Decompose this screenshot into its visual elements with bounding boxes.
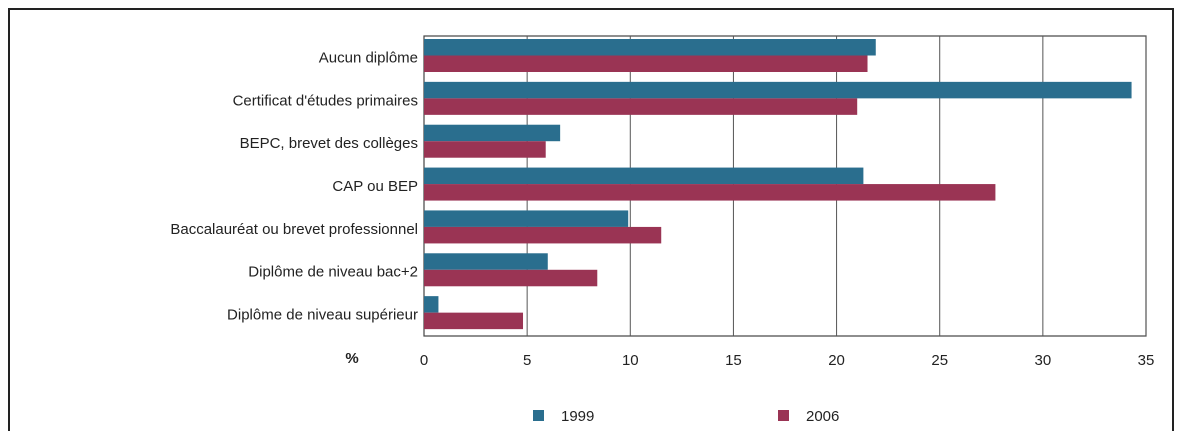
bar-2006-5: [424, 269, 598, 287]
x-tick-label: 10: [622, 352, 639, 369]
bar-2006-1: [424, 98, 858, 115]
category-label: Baccalauréat ou brevet professionnel: [170, 221, 418, 238]
category-label: Diplôme de niveau bac+2: [248, 264, 418, 281]
x-tick-label: 35: [1138, 352, 1155, 369]
bar-1999-4: [424, 210, 629, 227]
bar-1999-2: [424, 124, 561, 142]
bar-2006-0: [424, 55, 868, 72]
bar-2006-4: [424, 226, 662, 244]
bar-1999-0: [424, 39, 876, 56]
legend-label: 2006: [806, 408, 839, 425]
bar-1999-3: [424, 167, 864, 185]
x-tick-label: 15: [725, 352, 742, 369]
x-tick-label: 0: [420, 352, 428, 369]
x-axis-label: %: [345, 350, 358, 367]
chart-frame: [8, 8, 1174, 431]
x-tick-label: 20: [828, 352, 845, 369]
category-label: Certificat d'études primaires: [233, 92, 418, 109]
category-label: BEPC, brevet des collèges: [240, 135, 418, 152]
category-label: CAP ou BEP: [332, 178, 418, 195]
category-label: Diplôme de niveau supérieur: [227, 307, 418, 324]
bar-2006-6: [424, 312, 524, 330]
legend-label: 1999: [561, 408, 594, 425]
x-tick-label: 5: [523, 352, 531, 369]
legend-swatch-2006: [778, 410, 789, 421]
bar-2006-2: [424, 141, 546, 158]
legend-swatch-1999: [533, 410, 544, 421]
category-label: Aucun diplôme: [319, 49, 418, 66]
bar-1999-5: [424, 253, 548, 270]
x-tick-label: 25: [931, 352, 948, 369]
bar-2006-3: [424, 184, 996, 201]
bar-1999-6: [424, 296, 439, 313]
bar-1999-1: [424, 81, 1132, 99]
x-tick-label: 30: [1035, 352, 1052, 369]
